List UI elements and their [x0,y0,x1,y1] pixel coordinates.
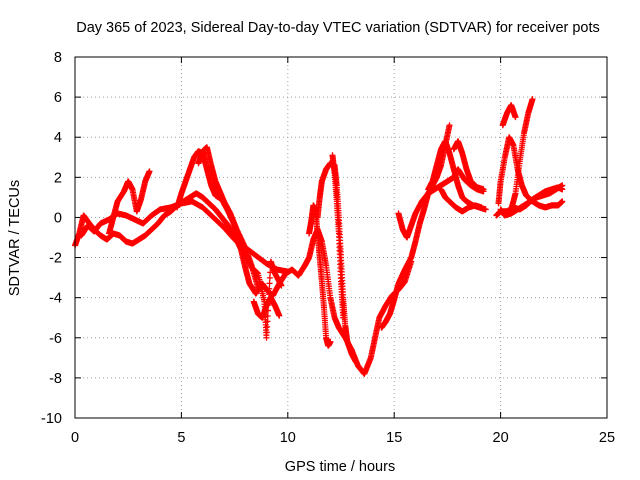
x-axis-label: GPS time / hours [285,459,395,475]
data-points [72,96,566,377]
y-axis-label: SDTVAR / TECUs [7,180,23,296]
x-tick-label: 20 [493,430,509,446]
x-tick-label: 10 [280,430,296,446]
y-tick-label: -4 [49,291,62,307]
y-tick-label: -2 [49,251,62,267]
x-tick-label: 0 [71,430,79,446]
chart-title: Day 365 of 2023, Sidereal Day-to-day VTE… [76,20,600,36]
y-tick-label: -6 [49,331,62,347]
y-tick-label: 4 [54,130,62,146]
y-tick-label: 6 [54,90,62,106]
y-tick-label: -8 [49,371,62,387]
x-tick-label: 15 [386,430,402,446]
y-tick-label: 2 [54,170,62,186]
y-tick-label: 8 [54,50,62,66]
y-tick-label: 0 [54,210,62,226]
tick-labels: 0 5 10 15 20 25 -10 -8 -6 -4 -2 0 2 4 6 8 [41,50,615,446]
x-tick-label: 25 [599,430,615,446]
y-tick-label: -10 [41,411,62,427]
x-tick-label: 5 [177,430,185,446]
